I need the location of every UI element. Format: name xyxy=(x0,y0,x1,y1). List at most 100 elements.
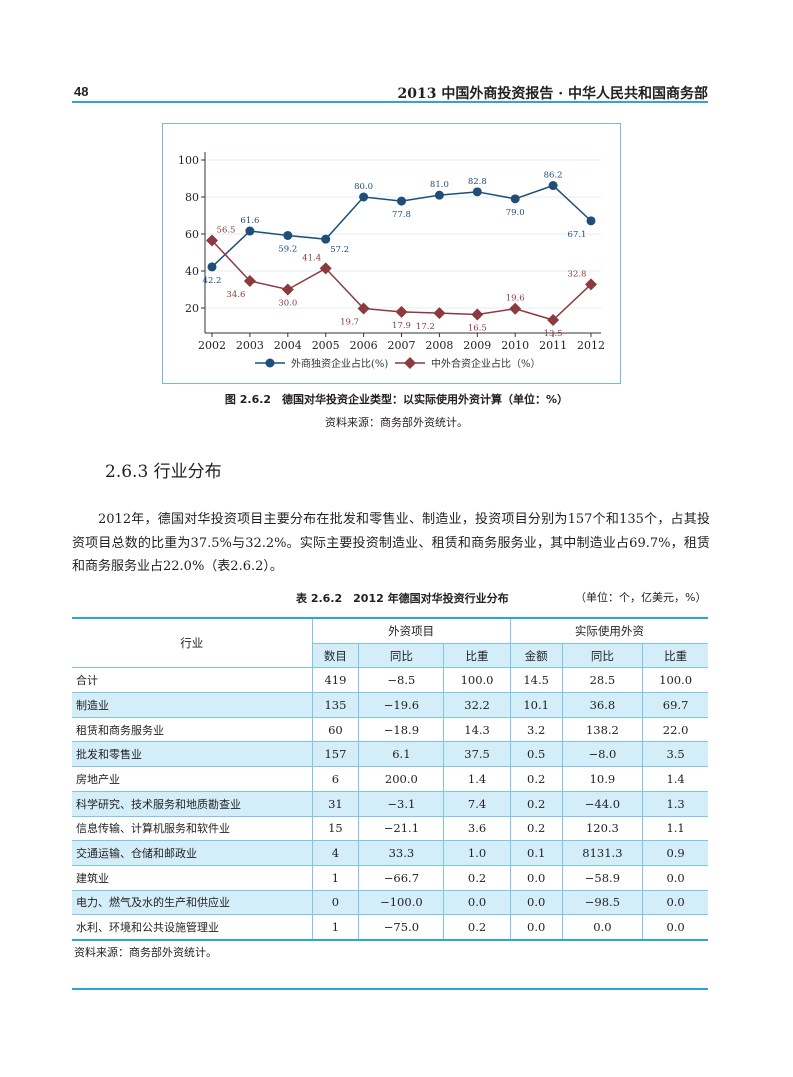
data-label: 32.8 xyxy=(568,269,587,279)
data-point xyxy=(207,262,217,272)
value-cell: −21.1 xyxy=(358,816,444,842)
data-label: 61.6 xyxy=(240,216,259,226)
value-cell: 0.2 xyxy=(509,766,563,792)
x-tick-label: 2012 xyxy=(577,339,605,352)
data-point xyxy=(321,234,331,244)
data-label: 13.5 xyxy=(544,329,563,339)
data-label: 19.7 xyxy=(340,318,359,328)
data-label: 79.0 xyxy=(506,208,525,218)
data-point xyxy=(510,194,520,204)
data-label: 67.1 xyxy=(568,230,587,240)
value-cell: 0 xyxy=(311,890,359,916)
value-cell: 69.7 xyxy=(642,692,708,718)
value-cell: 31 xyxy=(311,791,359,817)
value-cell: 1.4 xyxy=(443,766,511,792)
data-point xyxy=(472,187,482,197)
data-label: 30.0 xyxy=(278,299,297,309)
data-point xyxy=(281,283,294,296)
data-point xyxy=(434,190,444,200)
data-label: 17.2 xyxy=(416,322,435,332)
section-heading: 2.6.3 行业分布 xyxy=(105,462,222,482)
value-cell: 10.1 xyxy=(509,692,563,718)
industry-name: 制造业 xyxy=(72,692,312,718)
data-point xyxy=(395,305,408,318)
data-point xyxy=(245,226,255,236)
y-tick-label: 60 xyxy=(185,228,199,241)
header-industry: 行业 xyxy=(72,617,312,669)
value-cell: 135 xyxy=(311,692,359,718)
value-cell: −66.7 xyxy=(358,865,444,891)
value-cell: 0.0 xyxy=(561,914,643,941)
value-cell: 0.0 xyxy=(642,890,708,916)
value-cell: −18.9 xyxy=(358,717,444,743)
value-cell: 1.4 xyxy=(642,766,708,792)
table-row: 电力、燃气及水的生产和供应业 0 −100.0 0.0 0.0 −98.5 0.0 xyxy=(72,890,708,916)
value-cell: −58.9 xyxy=(561,865,643,891)
table-row: 制造业 135 −19.6 32.2 10.1 36.8 69.7 xyxy=(72,692,708,718)
industry-name: 科学研究、技术服务和地质勘查业 xyxy=(72,791,312,817)
table-row: 建筑业 1 −66.7 0.2 0.0 −58.9 0.0 xyxy=(72,865,708,891)
data-point xyxy=(586,216,596,226)
value-cell: 10.9 xyxy=(561,766,643,792)
x-tick-label: 2002 xyxy=(198,339,226,352)
value-cell: 1.0 xyxy=(443,840,511,866)
data-point xyxy=(319,262,332,275)
value-cell: 60 xyxy=(311,717,359,743)
value-cell: 0.5 xyxy=(509,741,563,768)
value-cell: 7.4 xyxy=(443,791,511,817)
data-label: 56.5 xyxy=(217,225,236,235)
value-cell: 157 xyxy=(311,741,359,768)
data-label: 59.2 xyxy=(278,244,297,254)
value-cell: 1.1 xyxy=(642,816,708,842)
header-divider xyxy=(72,101,708,103)
value-cell: 0.2 xyxy=(443,914,511,941)
value-cell: −75.0 xyxy=(358,914,444,941)
value-cell: 15 xyxy=(311,816,359,842)
subheader-cell: 比重 xyxy=(443,643,511,669)
value-cell: 0.0 xyxy=(642,914,708,941)
legend-marker xyxy=(265,358,275,368)
x-tick-label: 2007 xyxy=(388,339,416,352)
subheader-cell: 数目 xyxy=(311,643,359,669)
footer-divider xyxy=(72,988,708,990)
value-cell: 0.2 xyxy=(509,816,563,842)
value-cell: 138.2 xyxy=(561,717,643,743)
data-point xyxy=(283,230,293,240)
data-label: 41.4 xyxy=(302,253,321,263)
table-row: 科学研究、技术服务和地质勘查业 31 −3.1 7.4 0.2 −44.0 1.3 xyxy=(72,791,708,817)
data-point xyxy=(357,302,370,315)
value-cell: 0.0 xyxy=(509,914,563,941)
y-tick-label: 80 xyxy=(185,191,199,204)
industry-name: 批发和零售业 xyxy=(72,741,312,768)
y-tick-label: 100 xyxy=(178,154,199,167)
running-title: 2013 中国外商投资报告 · 中华人民共和国商务部 xyxy=(397,86,708,102)
header-group-actual-fdi: 实际使用外资 xyxy=(509,616,708,644)
value-cell: −8.5 xyxy=(358,667,444,694)
value-cell: 0.1 xyxy=(509,840,563,866)
legend-label: 外商独资企业占比(%) xyxy=(291,357,388,370)
value-cell: 0.9 xyxy=(642,840,708,866)
data-label: 34.6 xyxy=(226,290,245,300)
value-cell: 0.2 xyxy=(443,865,511,891)
subheader-cell: 同比 xyxy=(561,643,643,669)
table-title: 表 2.6.2 2012 年德国对华投资行业分布 xyxy=(296,592,509,605)
table-row: 房地产业 6 200.0 1.4 0.2 10.9 1.4 xyxy=(72,766,708,792)
value-cell: 0.2 xyxy=(509,791,563,817)
data-label: 80.0 xyxy=(354,182,373,192)
industry-name: 信息传输、计算机服务和软件业 xyxy=(72,816,312,842)
data-label: 17.9 xyxy=(392,321,411,331)
figure-caption: 图 2.6.2 德国对华投资企业类型：以实际使用外资计算（单位：%） xyxy=(224,393,569,406)
data-point xyxy=(433,307,446,320)
value-cell: 3.2 xyxy=(509,717,563,743)
value-cell: 22.0 xyxy=(642,717,708,743)
industry-name: 水利、环境和公共设施管理业 xyxy=(72,914,312,941)
data-label: 86.2 xyxy=(544,171,563,181)
industry-name: 建筑业 xyxy=(72,865,312,891)
x-tick-label: 2008 xyxy=(425,339,453,352)
x-tick-label: 2003 xyxy=(236,339,264,352)
value-cell: 6.1 xyxy=(358,741,444,768)
value-cell: −3.1 xyxy=(358,791,444,817)
value-cell: 0.0 xyxy=(642,865,708,891)
industry-name: 房地产业 xyxy=(72,766,312,792)
data-point xyxy=(585,278,597,291)
